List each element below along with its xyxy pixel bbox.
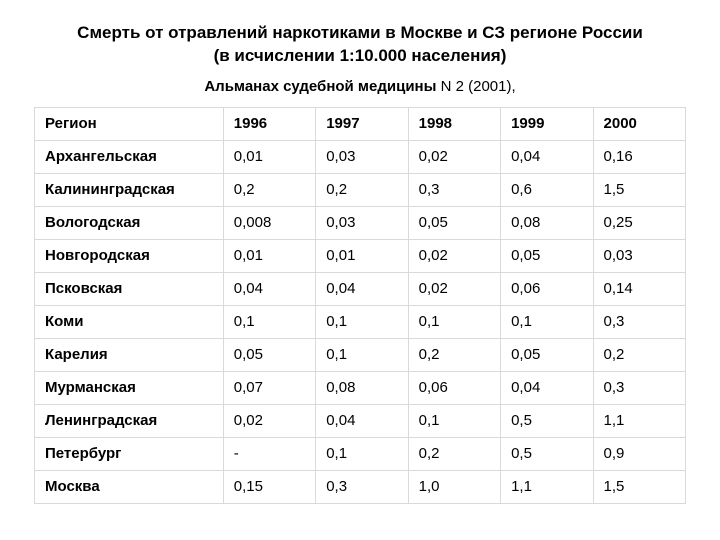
cell-value: - xyxy=(223,437,315,470)
cell-region: Архангельская xyxy=(35,140,224,173)
cell-region: Псковская xyxy=(35,272,224,305)
table-row: Петербург-0,10,20,50,9 xyxy=(35,437,686,470)
cell-value: 0,3 xyxy=(408,173,500,206)
cell-value: 0,02 xyxy=(408,272,500,305)
table-row: Ленинградская0,020,040,10,51,1 xyxy=(35,404,686,437)
table-header-row: Регион 1996 1997 1998 1999 2000 xyxy=(35,107,686,140)
title-line-1: Смерть от отравлений наркотиками в Москв… xyxy=(77,23,643,42)
cell-value: 0,02 xyxy=(408,239,500,272)
cell-value: 0,2 xyxy=(408,437,500,470)
cell-value: 0,2 xyxy=(316,173,408,206)
cell-value: 0,2 xyxy=(223,173,315,206)
cell-region: Карелия xyxy=(35,338,224,371)
col-header-year: 1996 xyxy=(223,107,315,140)
cell-value: 0,1 xyxy=(408,305,500,338)
cell-value: 0,03 xyxy=(593,239,685,272)
data-table: Регион 1996 1997 1998 1999 2000 Архангел… xyxy=(34,107,686,504)
cell-value: 1,1 xyxy=(593,404,685,437)
cell-value: 0,04 xyxy=(501,371,593,404)
col-header-year: 1998 xyxy=(408,107,500,140)
subtitle-bold: Альманах судебной медицины xyxy=(204,78,440,95)
cell-region: Москва xyxy=(35,470,224,503)
cell-value: 0,1 xyxy=(501,305,593,338)
cell-value: 1,5 xyxy=(593,173,685,206)
cell-value: 0,04 xyxy=(501,140,593,173)
cell-value: 0,1 xyxy=(316,437,408,470)
cell-value: 0,14 xyxy=(593,272,685,305)
cell-value: 0,03 xyxy=(316,140,408,173)
cell-value: 0,05 xyxy=(501,239,593,272)
cell-value: 0,008 xyxy=(223,206,315,239)
cell-region: Калининградская xyxy=(35,173,224,206)
cell-value: 0,1 xyxy=(316,305,408,338)
col-header-year: 1999 xyxy=(501,107,593,140)
table-row: Новгородская0,010,010,020,050,03 xyxy=(35,239,686,272)
cell-region: Петербург xyxy=(35,437,224,470)
source-subtitle: Альманах судебной медицины N 2 (2001), xyxy=(34,78,686,95)
cell-value: 0,01 xyxy=(223,140,315,173)
table-body: Архангельская0,010,030,020,040,16Калинин… xyxy=(35,140,686,503)
cell-value: 0,03 xyxy=(316,206,408,239)
cell-value: 0,05 xyxy=(408,206,500,239)
cell-region: Коми xyxy=(35,305,224,338)
cell-value: 1,0 xyxy=(408,470,500,503)
cell-value: 0,2 xyxy=(593,338,685,371)
cell-value: 0,3 xyxy=(316,470,408,503)
table-row: Коми0,10,10,10,10,3 xyxy=(35,305,686,338)
cell-value: 0,9 xyxy=(593,437,685,470)
cell-value: 0,1 xyxy=(316,338,408,371)
cell-value: 1,5 xyxy=(593,470,685,503)
cell-value: 0,06 xyxy=(501,272,593,305)
cell-value: 0,16 xyxy=(593,140,685,173)
cell-value: 0,1 xyxy=(223,305,315,338)
cell-region: Вологодская xyxy=(35,206,224,239)
cell-value: 0,01 xyxy=(223,239,315,272)
table-row: Мурманская0,070,080,060,040,3 xyxy=(35,371,686,404)
cell-value: 0,2 xyxy=(408,338,500,371)
col-header-year: 2000 xyxy=(593,107,685,140)
cell-value: 0,05 xyxy=(501,338,593,371)
table-row: Москва0,150,31,01,11,5 xyxy=(35,470,686,503)
cell-region: Ленинградская xyxy=(35,404,224,437)
cell-value: 0,1 xyxy=(408,404,500,437)
cell-value: 1,1 xyxy=(501,470,593,503)
cell-region: Мурманская xyxy=(35,371,224,404)
cell-value: 0,08 xyxy=(316,371,408,404)
cell-value: 0,3 xyxy=(593,371,685,404)
cell-value: 0,04 xyxy=(316,404,408,437)
table-row: Вологодская0,0080,030,050,080,25 xyxy=(35,206,686,239)
cell-value: 0,08 xyxy=(501,206,593,239)
cell-value: 0,02 xyxy=(408,140,500,173)
subtitle-rest: N 2 (2001), xyxy=(441,78,516,95)
cell-value: 0,5 xyxy=(501,437,593,470)
page-title: Смерть от отравлений наркотиками в Москв… xyxy=(34,22,686,68)
cell-value: 0,6 xyxy=(501,173,593,206)
col-header-region: Регион xyxy=(35,107,224,140)
cell-value: 0,04 xyxy=(316,272,408,305)
col-header-year: 1997 xyxy=(316,107,408,140)
cell-value: 0,04 xyxy=(223,272,315,305)
cell-value: 0,3 xyxy=(593,305,685,338)
cell-value: 0,06 xyxy=(408,371,500,404)
table-row: Карелия0,050,10,20,050,2 xyxy=(35,338,686,371)
table-row: Псковская0,040,040,020,060,14 xyxy=(35,272,686,305)
title-line-2: (в исчислении 1:10.000 населения) xyxy=(214,46,507,65)
cell-value: 0,02 xyxy=(223,404,315,437)
cell-value: 0,5 xyxy=(501,404,593,437)
cell-region: Новгородская xyxy=(35,239,224,272)
table-row: Архангельская0,010,030,020,040,16 xyxy=(35,140,686,173)
cell-value: 0,05 xyxy=(223,338,315,371)
cell-value: 0,07 xyxy=(223,371,315,404)
table-row: Калининградская0,20,20,30,61,5 xyxy=(35,173,686,206)
cell-value: 0,25 xyxy=(593,206,685,239)
cell-value: 0,01 xyxy=(316,239,408,272)
cell-value: 0,15 xyxy=(223,470,315,503)
